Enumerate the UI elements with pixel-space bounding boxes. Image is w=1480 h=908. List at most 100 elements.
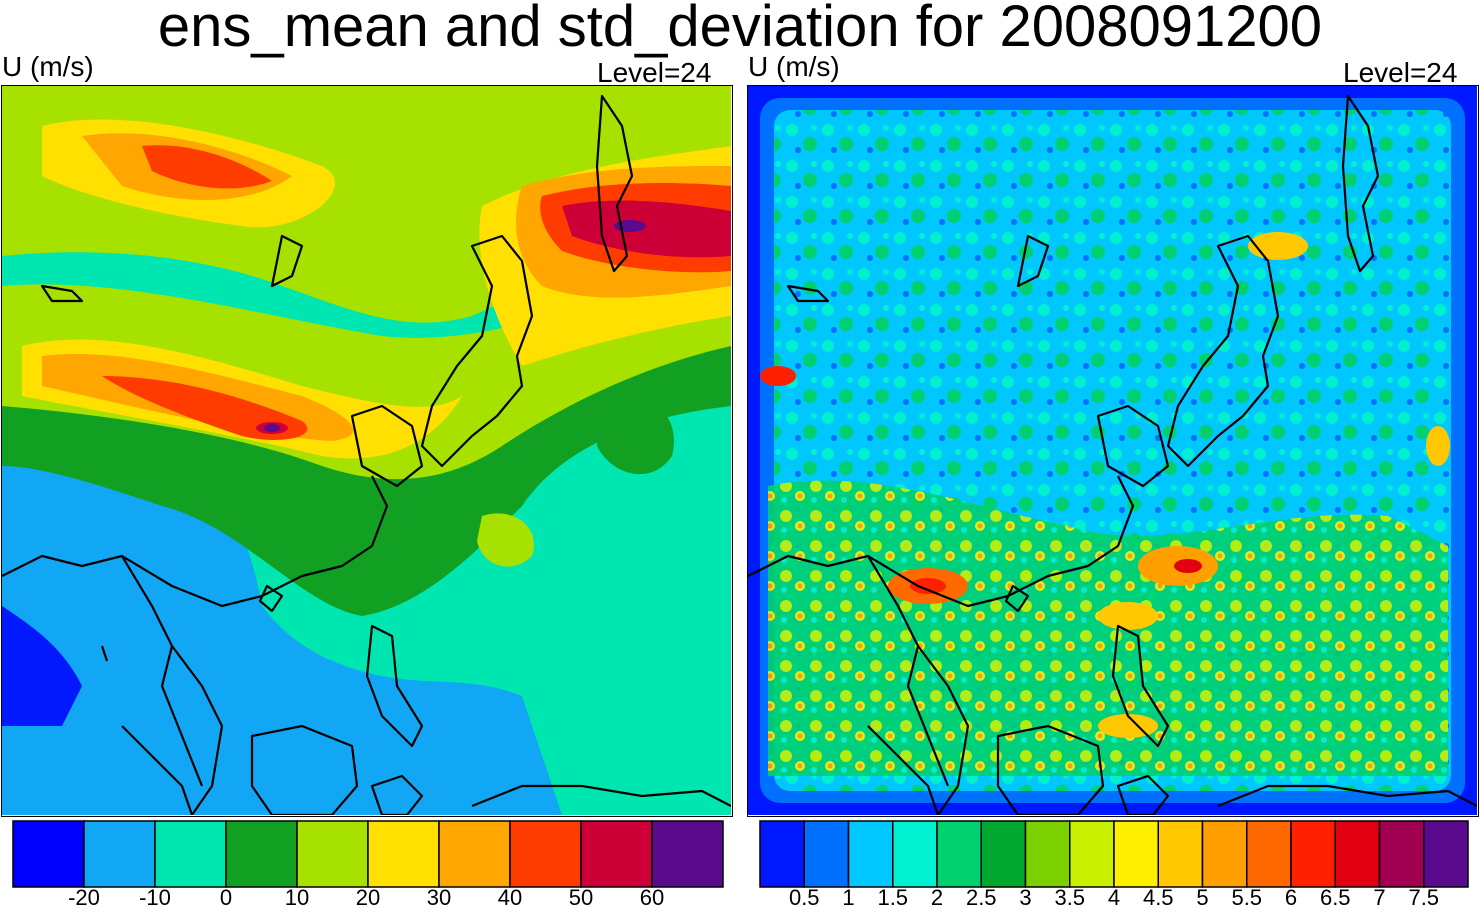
coastlines: [748, 94, 1477, 815]
coastline: [996, 724, 1105, 815]
coastline: [270, 234, 304, 288]
std-deviation-map: [747, 85, 1479, 817]
colorbar-tick-label: 3.5: [1054, 885, 1085, 908]
colorbar-swatch: [1246, 820, 1292, 888]
coastline: [40, 284, 84, 303]
colorbar-swatch: [509, 820, 582, 888]
colorbar-swatch: [1378, 820, 1425, 888]
colorbar-swatch: [1423, 820, 1469, 888]
coastline: [595, 94, 634, 273]
colorbar-tick-label: 4: [1108, 885, 1120, 908]
colorbar-tick-label: 2: [931, 885, 943, 908]
coastline: [1166, 234, 1280, 468]
coastline: [906, 645, 950, 787]
field-band: [2, 606, 82, 726]
colorbar-swatch: [803, 820, 850, 888]
coastline: [370, 774, 424, 815]
coastline: [1004, 584, 1030, 613]
field-band: [1426, 426, 1450, 466]
colorbar-swatch: [847, 820, 894, 888]
colorbar-swatch: [1157, 820, 1204, 888]
coastline: [1341, 94, 1380, 273]
ens-mean-map: [1, 85, 733, 817]
coastline: [1096, 404, 1170, 488]
coastline: [258, 584, 284, 613]
ens-mean-colorbar-svg: -20 -10 0 10 20 30 40 50 60: [12, 820, 724, 908]
coastline: [100, 645, 109, 662]
field-band: [1098, 714, 1158, 738]
colorbar-tick-label: 20: [356, 885, 380, 908]
colorbar-tick-label: 7: [1373, 885, 1385, 908]
coastlines: [2, 94, 731, 815]
colorbar-tick-label: 5: [1196, 885, 1208, 908]
colorbar-swatch: [1069, 820, 1115, 888]
coastline: [420, 234, 534, 468]
std-deviation-field: [748, 86, 1477, 815]
coastline: [160, 645, 204, 787]
colorbar-swatch: [438, 820, 511, 888]
std-deviation-colorbar: 0.5 1 1.5 2 2.5 3 3.5 4 4.5 5 5.5 6 6.5 7 7.5: [759, 820, 1469, 908]
colorbar-tick-label: 40: [498, 885, 522, 908]
std-deviation-colorbar-svg: 0.5 1 1.5 2 2.5 3 3.5 4 4.5 5 5.5 6 6.5 7 7.5: [759, 820, 1469, 908]
colorbar-swatch: [1290, 820, 1336, 888]
field-band: [760, 366, 796, 386]
field-band: [264, 424, 280, 432]
coastline: [250, 724, 359, 815]
colorbar-tick-label: 5.5: [1231, 885, 1262, 908]
colorbar-tick-label: 1.5: [877, 885, 908, 908]
field-band: [142, 145, 272, 189]
field-band: [1174, 559, 1202, 573]
colorbar-tick-label: 60: [640, 885, 664, 908]
colorbar-tick-label: 3: [1019, 885, 1031, 908]
right-variable-label: U (m/s): [748, 51, 840, 82]
coastline: [1016, 234, 1050, 288]
ens-mean-field: [2, 86, 731, 815]
colorbar-swatch: [154, 820, 227, 888]
coastline: [1217, 784, 1477, 808]
coastline: [1111, 624, 1170, 748]
colorbar-tick-label: 2.5: [966, 885, 997, 908]
colorbar-swatch: [759, 820, 805, 888]
left-level-label: Level=24: [597, 57, 712, 88]
coastline: [121, 555, 224, 815]
coastline: [786, 284, 830, 303]
colorbar-swatch: [1024, 820, 1071, 888]
colorbar-swatch: [1334, 820, 1381, 888]
colorbar-swatch: [936, 820, 982, 888]
colorbar-tick-label: 6.5: [1320, 885, 1351, 908]
left-variable-label: U (m/s): [2, 51, 94, 82]
field-band: [910, 578, 946, 594]
colorbar-tick-label: 10: [285, 885, 309, 908]
colorbar-swatch: [651, 820, 724, 888]
figure-title: ens_mean and std_deviation for 200809120…: [157, 0, 1323, 59]
coastline: [121, 725, 194, 815]
colorbar-tick-label: 30: [427, 885, 451, 908]
colorbar-swatch: [892, 820, 938, 888]
colorbar-tick-label: 6: [1285, 885, 1297, 908]
colorbar-swatch: [580, 820, 653, 888]
field-band: [102, 376, 308, 441]
colorbar-swatch: [1201, 820, 1248, 888]
colorbar-swatch: [12, 820, 85, 888]
colorbar-swatch: [1113, 820, 1159, 888]
right-level-label: Level=24: [1343, 57, 1458, 88]
coastline: [471, 784, 731, 808]
coastline: [350, 404, 424, 488]
colorbar-tick-label: 0.5: [789, 885, 820, 908]
coastline: [1116, 774, 1170, 815]
colorbar-swatch: [980, 820, 1027, 888]
coastline: [867, 555, 970, 815]
coastline: [365, 624, 424, 748]
field-band: [1098, 602, 1158, 630]
coastline: [867, 725, 940, 815]
field-band: [477, 513, 534, 567]
colorbar-swatch: [83, 820, 156, 888]
ens-mean-colorbar: -20 -10 0 10 20 30 40 50 60: [12, 820, 724, 908]
field-band: [768, 480, 1448, 776]
coastline: [748, 475, 1135, 608]
colorbar-swatch: [367, 820, 440, 888]
colorbar-swatch: [296, 820, 369, 888]
colorbar-tick-label: -20: [68, 885, 100, 908]
colorbar-tick-label: 50: [569, 885, 593, 908]
colorbar-tick-label: 7.5: [1408, 885, 1439, 908]
